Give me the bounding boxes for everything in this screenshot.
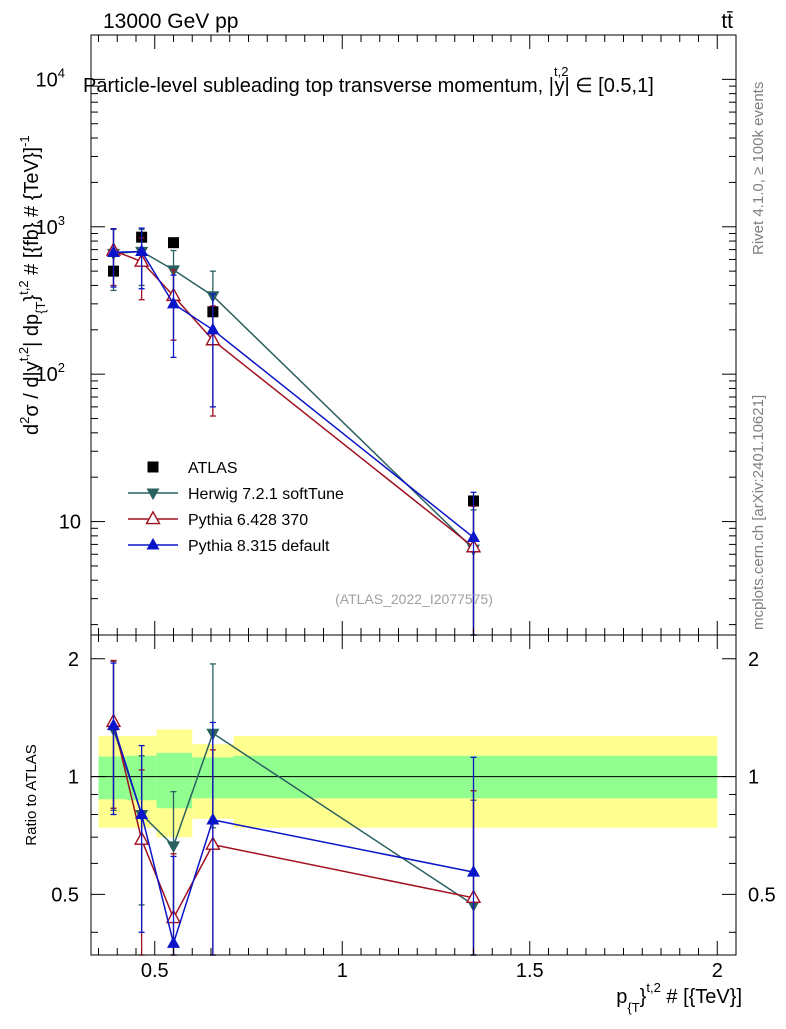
title-tail: | ∈ [0.5,1] <box>564 75 653 97</box>
ratio-point <box>107 718 120 731</box>
ratio-x-tick-label: 1 <box>337 960 348 982</box>
ratio-point <box>135 807 149 820</box>
ratio-xlabel: p{T}t,2 # [{TeV}] <box>616 980 742 1015</box>
analysis-watermark: (ATLAS_2022_I2077575) <box>335 591 493 607</box>
ratio-y-tick-label-right: 1 <box>748 767 759 789</box>
main-plot-layer <box>105 227 482 636</box>
ratio-point <box>467 864 480 877</box>
ratio-plot-layer <box>91 659 736 956</box>
y-tick-label: 103 <box>36 213 65 239</box>
series-herwig-7-2-1-softtune <box>107 228 480 636</box>
title-main: Particle-level subleading top transverse… <box>83 75 554 97</box>
band-inner <box>98 756 127 800</box>
y-tick-label: 102 <box>36 360 65 386</box>
header-right: tt̄ <box>721 10 733 33</box>
ratio-point <box>167 936 180 948</box>
legend-label: Pythia 8.315 default <box>188 538 330 555</box>
tick-base: 10 <box>36 364 58 386</box>
ratio-panel: 0.5 0.5 1 1 2 2 0.5 1 1.5 2 Ratio to ATLAS p{T}t,… <box>23 634 776 1015</box>
data-point <box>206 322 220 335</box>
legend-entry: Pythia 6.428 370 <box>128 510 308 529</box>
main-ylabel: d2σ / d|yt,2| dp{T}t,2 # [{fb} # {TeV}]-… <box>16 135 48 435</box>
data-point <box>168 237 179 249</box>
tick-base: 10 <box>36 217 58 239</box>
data-point <box>107 245 120 257</box>
tick-base: 10 <box>36 69 58 91</box>
series-pythia-8-315-default <box>107 227 480 636</box>
ratio-point <box>167 841 180 854</box>
series-pythia-6-428-370 <box>105 228 482 636</box>
title-sup: t,2 <box>554 64 568 79</box>
rivet-label: Rivet 4.1.0, ≥ 100k events <box>750 82 767 255</box>
y-tick-label: 104 <box>36 65 65 91</box>
legend: ATLAS Herwig 7.2.1 softTune Pythia 6.428 3… <box>128 460 344 555</box>
title-base: y <box>554 75 564 97</box>
series-atlas <box>108 231 479 507</box>
ratio-point <box>206 812 220 825</box>
tick-exp: 4 <box>58 65 65 80</box>
main-title: Particle-level subleading top transverse… <box>83 64 654 97</box>
legend-label: ATLAS <box>188 460 238 477</box>
legend-entry: Pythia 8.315 default <box>128 537 330 555</box>
ratio-x-tick-label: 1.5 <box>516 960 544 982</box>
tick-exp: 3 <box>58 213 65 228</box>
legend-label: Herwig 7.2.1 softTune <box>188 486 344 503</box>
data-point <box>135 244 149 257</box>
header-left: 13000 GeV pp <box>103 10 238 33</box>
ratio-y-tick-label: 2 <box>68 649 79 671</box>
ratio-x-tick-label: 0.5 <box>141 960 169 982</box>
legend-label: Pythia 6.428 370 <box>188 512 308 529</box>
legend-marker <box>146 537 160 550</box>
ratio-axis-ticks: 0.5 0.5 1 1 2 2 0.5 1 1.5 2 <box>51 635 776 982</box>
ratio-ylabel: Ratio to ATLAS <box>23 744 40 845</box>
ratio-x-tick-label: 2 <box>712 960 723 982</box>
ratio-y-tick-label: 1 <box>68 767 79 789</box>
legend-entry: Herwig 7.2.1 softTune <box>128 486 344 503</box>
ratio-y-tick-label-right: 2 <box>748 649 759 671</box>
tick-exp: 2 <box>58 360 65 375</box>
legend-marker <box>145 510 161 525</box>
ratio-y-tick-label-right: 0.5 <box>748 884 776 906</box>
legend-marker <box>147 461 159 473</box>
y-tick-label: 10 <box>59 512 81 534</box>
band-inner <box>156 752 193 809</box>
ratio-y-tick-label: 0.5 <box>51 884 79 906</box>
ratio-series-pythia-8-315-default <box>107 662 480 956</box>
data-point <box>167 296 180 309</box>
data-point <box>467 530 480 543</box>
legend-entry: ATLAS <box>147 460 238 477</box>
ratio-frame <box>90 634 737 956</box>
legend-marker <box>146 488 160 501</box>
mcplots-label: mcplots.cern.ch [arXiv:2401.10621] <box>750 395 767 630</box>
